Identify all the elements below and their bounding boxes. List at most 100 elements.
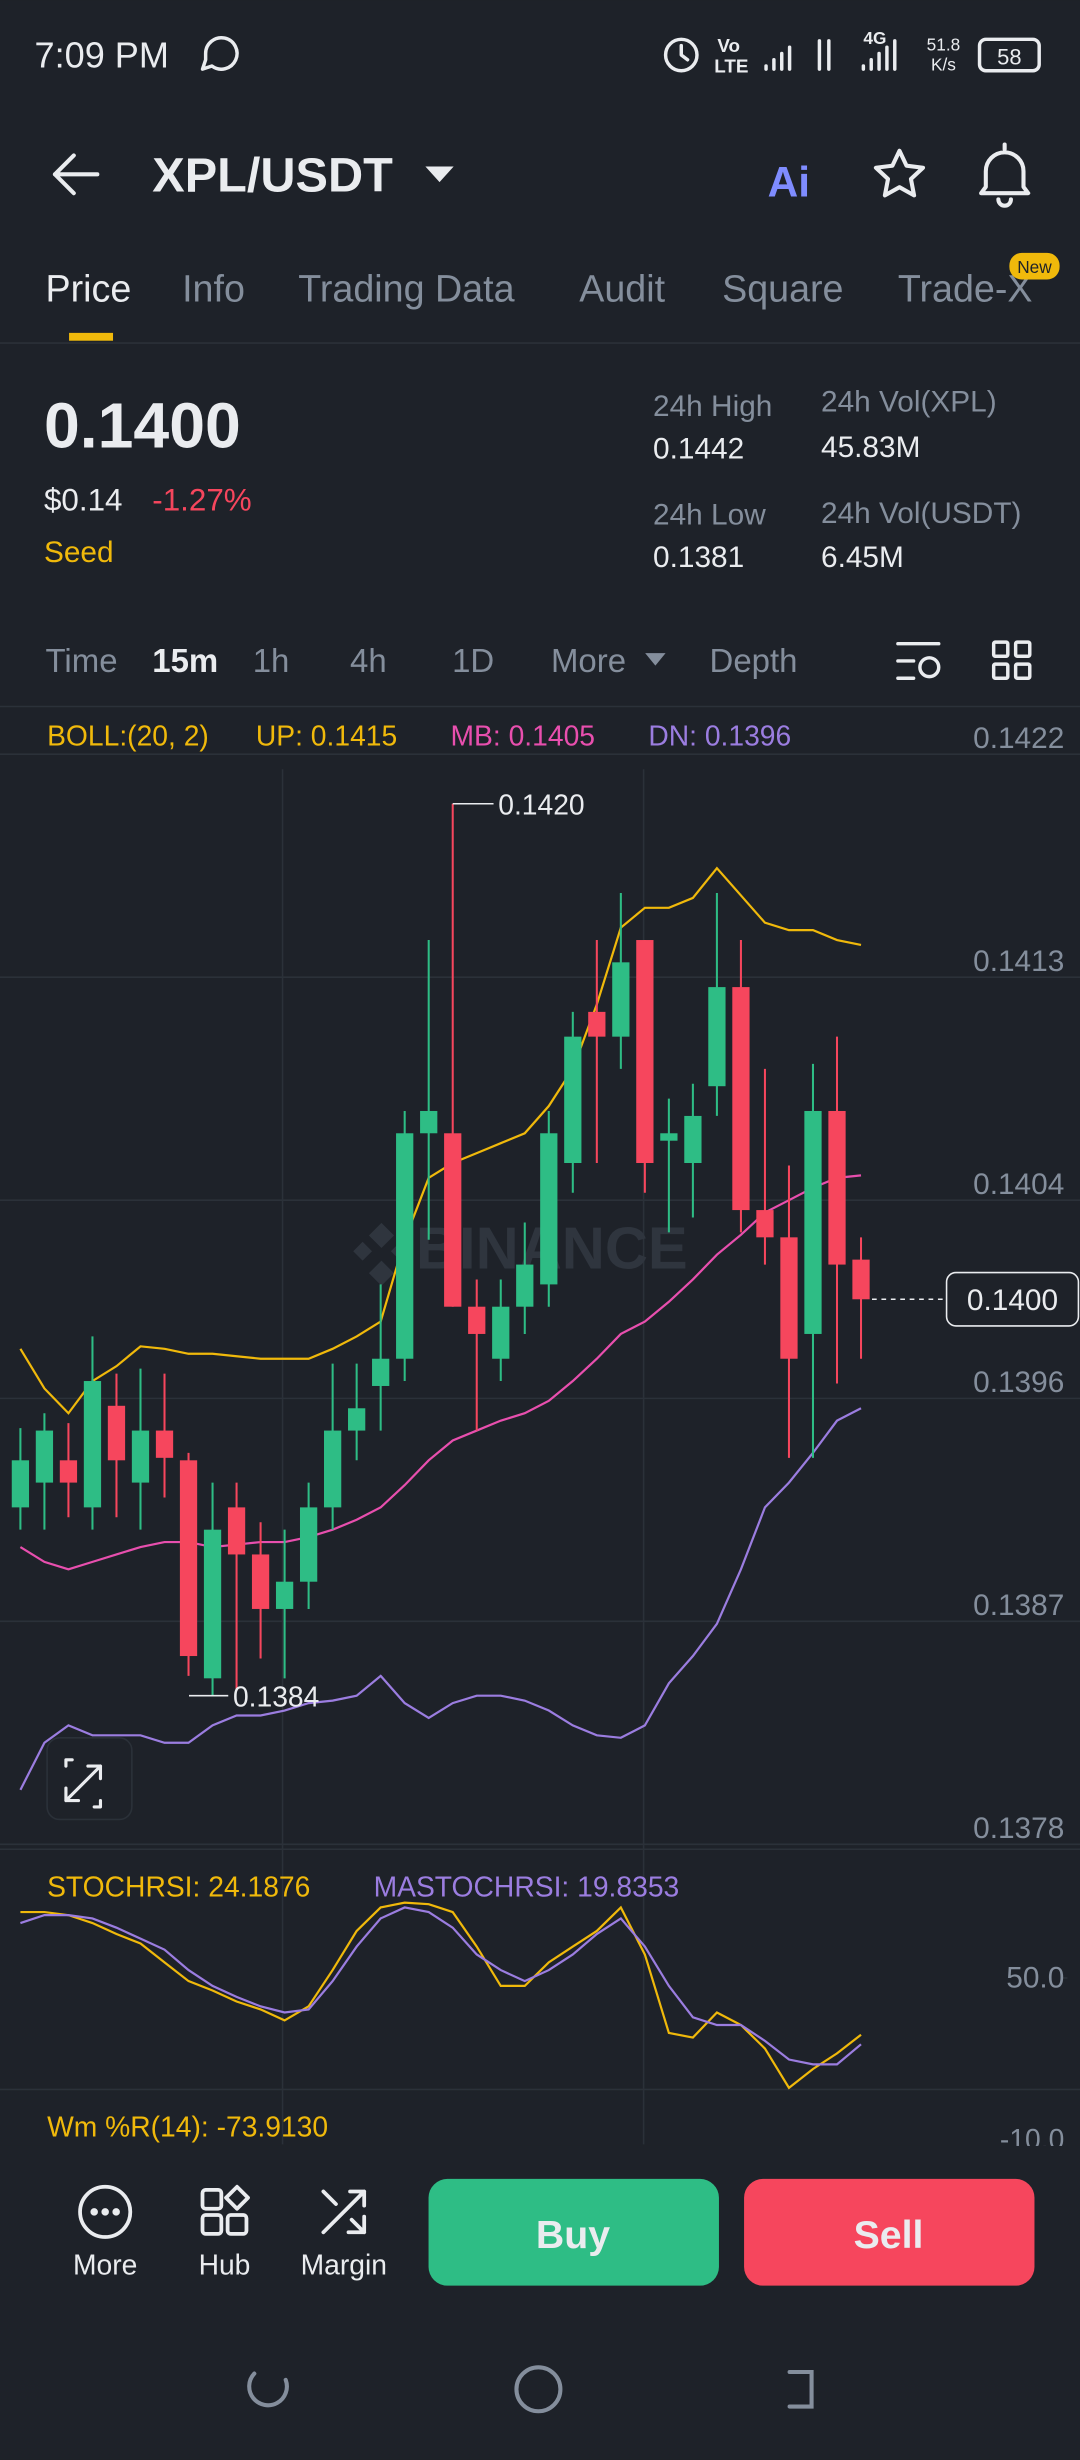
stat-label: 24h Low [653,498,766,531]
candle-body [852,1259,870,1300]
chart-settings[interactable] [896,641,941,680]
candle-body [251,1554,270,1609]
tool-label[interactable]: Margin [301,2249,387,2281]
candle-body [155,1430,174,1458]
candle-body [396,1133,414,1359]
interval[interactable]: More [551,642,626,679]
layout-button[interactable] [991,640,1032,680]
tab-indicator [69,332,114,341]
tab[interactable]: Trade-X [898,267,1033,309]
badge [1009,252,1060,280]
indicator-line [19,866,862,1415]
stat-value: 6.45M [821,541,904,574]
candle-body [11,1460,30,1508]
candle-body [35,1430,54,1483]
candle-body [660,1133,678,1141]
tool-label[interactable]: More [73,2249,137,2281]
interval[interactable]: 1h [253,642,290,679]
stat-value: 45.83M [821,431,920,464]
indicator-label: Wm %R(14): -73.9130 [47,2111,328,2143]
extreme-label: 0.1384 [233,1681,319,1713]
more-arrow [645,653,666,666]
candle-body [348,1408,366,1431]
candle-body [636,940,654,1164]
status-time: 7:09 PM [35,35,169,76]
tool-icons [78,2184,367,2239]
candle-body [420,1110,438,1134]
indicator-label: BOLL:(20, 2) [47,720,209,752]
y-tick-label: 0.1396 [973,1366,1064,1399]
pair-title[interactable]: XPL/USDT [152,149,393,203]
net-speed-unit: K/s [931,55,956,75]
stat-label: 24h Vol(XPL) [821,385,997,418]
candle-body [780,1237,798,1359]
indicator-line [20,1901,862,2090]
candle-body [756,1210,774,1238]
candle-body [131,1430,150,1483]
favorite-button[interactable] [873,148,926,198]
net-speed: 51.8 [927,34,961,54]
legend-entry: STOCHRSI: 24.1876 [47,1870,310,1902]
legend-entry: MB: 0.1405 [451,720,595,752]
volte-bottom: LTE [714,55,748,76]
tag: Seed [44,536,114,569]
buy-button[interactable] [428,2178,719,2286]
candle-body [107,1405,126,1461]
candle-body [492,1306,510,1359]
candle-body [828,1110,846,1265]
indicator-line [20,1906,862,2066]
interval[interactable]: 4h [350,642,387,679]
buy-label[interactable]: Buy [536,2213,610,2257]
battery: 58 [997,44,1021,69]
network-type: 4G [863,28,886,48]
last-price-tag [945,1271,1080,1327]
last-price-label: 0.1400 [967,1284,1058,1317]
sell-label[interactable]: Sell [854,2213,924,2257]
y-tick-label: 0.1404 [973,1168,1064,1201]
candle-body [275,1581,294,1609]
candle-body [203,1529,222,1679]
interval[interactable]: 1D [452,642,494,679]
interval[interactable]: 15m [152,642,218,679]
tab[interactable]: Square [722,267,843,309]
indicator-line [19,1407,862,1791]
extreme-label: 0.1420 [498,789,584,821]
usd-price: $0.14 [44,482,123,517]
candle-body [708,987,726,1087]
candle-body [612,962,630,1037]
candle-body [324,1430,342,1508]
ai-button[interactable]: Ai [768,158,810,205]
y-tick-label: 0.1378 [973,1812,1064,1845]
volte-top: Vo [717,35,740,56]
badge-text: New [1017,257,1052,277]
back-button[interactable] [52,153,100,196]
candle-body [588,1011,606,1037]
change: -1.27% [152,482,251,517]
stat-label: 24h High [653,390,772,423]
interval[interactable]: Depth [710,642,798,679]
y-tick-label: 0.1387 [973,1589,1064,1622]
y-tick-label: 0.1422 [973,722,1064,755]
candle-body [732,987,750,1211]
candle-body [444,1133,462,1307]
y-tick-label: 0.1413 [973,945,1064,978]
legend-entry: MASTOCHRSI: 19.8353 [374,1870,680,1902]
nav-bar[interactable] [247,2365,814,2414]
tab[interactable]: Audit [579,267,665,309]
stat-value: 0.1442 [653,432,744,465]
tab[interactable]: Price [46,267,132,309]
candle-body [516,1264,534,1307]
legend-entry: DN: 0.1396 [648,720,791,752]
tab[interactable]: Trading Data [298,267,514,309]
alert-button[interactable] [979,142,1031,208]
tab[interactable]: Info [182,267,245,309]
legend-entry: UP: 0.1415 [256,720,397,752]
candle-body [83,1381,102,1508]
sell-button[interactable] [744,2178,1035,2286]
pair-dropdown[interactable] [425,166,454,183]
interval[interactable]: Time [46,642,118,679]
candle-body [372,1358,390,1386]
tool-label[interactable]: Hub [199,2249,251,2281]
candle-body [59,1460,78,1483]
fullscreen-icon [64,1758,103,1809]
